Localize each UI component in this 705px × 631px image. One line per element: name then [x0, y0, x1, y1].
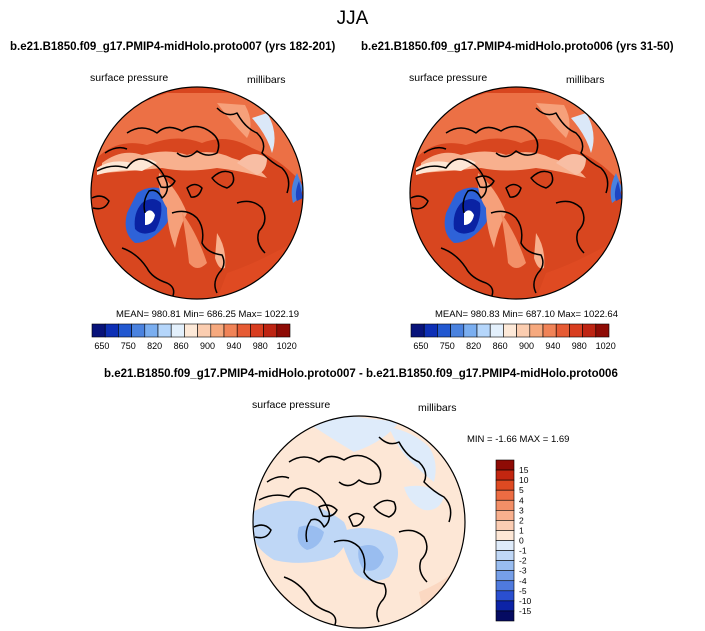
colorbar-1-swatch: [197, 323, 212, 338]
colorbar-2-tick-label: 1020: [596, 341, 616, 351]
colorbar-diff-tick-label: 2: [519, 515, 524, 525]
colorbar-1-swatch: [144, 323, 159, 338]
colorbar-diff-tick-label: -2: [519, 556, 527, 566]
colorbar-2-swatch: [555, 323, 570, 338]
colorbar-diff-swatch: [495, 489, 515, 501]
colorbar-diff-swatch: [495, 570, 515, 582]
colorbar-1-tick-label: 750: [121, 341, 136, 351]
colorbar-diff-swatch: [495, 459, 515, 471]
colorbar-1-tick-label: 650: [94, 341, 109, 351]
colorbar-2-swatch: [569, 323, 583, 338]
colorbar-2-swatch: [503, 323, 517, 338]
colorbar-diff-tick-label: 4: [519, 495, 524, 505]
panel-1-variable-label: surface pressure: [90, 72, 169, 84]
colorbar-diff-tick-label: 1: [519, 525, 524, 535]
colorbar-1-swatch: [184, 323, 198, 338]
colorbar-diff-swatch: [495, 499, 515, 511]
panel-2-stats: MEAN= 980.83 Min= 687.10 Max= 1022.64: [435, 309, 618, 320]
colorbar-1-swatch: [263, 323, 278, 338]
colorbar-diff-swatch: [495, 520, 515, 531]
colorbar-1-tick-label: 940: [226, 341, 241, 351]
colorbar-2-tick-label: 980: [572, 341, 587, 351]
colorbar-2-swatch: [437, 323, 451, 338]
colorbar-2-swatch: [529, 323, 544, 338]
diff-units-label: millibars: [418, 402, 457, 414]
colorbar-diff-tick-label: 5: [519, 485, 524, 495]
colorbar-diff-tick-label: 15: [519, 465, 529, 475]
colorbar-2-swatch: [450, 323, 465, 338]
diff-stats: MIN = -1.66 MAX = 1.69: [467, 434, 570, 445]
colorbar-1-swatch: [118, 323, 132, 338]
colorbar-1-swatch: [170, 323, 185, 338]
colorbar-diff-tick-label: -5: [519, 586, 527, 596]
colorbar-2-swatch: [463, 323, 478, 338]
map-panel-2: [409, 86, 623, 300]
colorbar-1-swatch: [104, 323, 119, 338]
colorbar-2-tick-label: 900: [519, 341, 534, 351]
panel-1-stats: MEAN= 980.81 Min= 686.25 Max= 1022.19: [116, 309, 299, 320]
colorbar-diff-swatch: [495, 610, 515, 622]
colorbar-2-tick-label: 820: [466, 341, 481, 351]
colorbar-2-swatch: [516, 323, 531, 338]
colorbar-diff-swatch: [495, 469, 515, 481]
colorbar-1-swatch: [131, 323, 146, 338]
colorbar-panel-2: 650 750 820 860 900 940 980 1020: [410, 323, 616, 351]
colorbar-diff-tick-label: 3: [519, 505, 524, 515]
diff-panel-title: b.e21.B1850.f09_g17.PMIP4-midHolo.proto0…: [104, 368, 618, 380]
colorbar-2-swatch: [476, 323, 491, 338]
colorbar-2-tick-label: 750: [440, 341, 455, 351]
colorbar-diff-tick-label: -4: [519, 576, 527, 586]
colorbar-diff-swatch: [495, 530, 515, 541]
colorbar-2-swatch: [410, 323, 425, 338]
panel-2-variable-label: surface pressure: [409, 72, 488, 84]
colorbar-1-swatch: [210, 323, 225, 338]
colorbar-diff-tick-label: -1: [519, 546, 527, 556]
colorbar-1-swatch: [276, 323, 291, 338]
colorbar-2-tick-label: 860: [493, 341, 508, 351]
colorbar-1-tick-label: 1020: [277, 341, 297, 351]
colorbar-1-swatch: [236, 323, 251, 338]
colorbar-diff-swatch: [495, 540, 515, 551]
colorbar-diff-tick-label: -3: [519, 566, 527, 576]
colorbar-diff-swatch: [495, 510, 515, 521]
colorbar-2-swatch: [542, 323, 557, 338]
colorbar-diff-tick-label: 0: [519, 536, 524, 546]
colorbar-2-swatch: [582, 323, 597, 338]
map-panel-1: [90, 86, 304, 300]
colorbar-1-tick-label: 820: [147, 341, 162, 351]
colorbar-diff-swatch: [495, 600, 515, 612]
colorbar-1-swatch: [250, 323, 264, 338]
colorbar-1-tick-label: 860: [174, 341, 189, 351]
colorbar-1-swatch: [223, 323, 238, 338]
colorbar-2-swatch: [489, 323, 504, 338]
colorbar-2-tick-label: 940: [545, 341, 560, 351]
colorbar-2-tick-label: 650: [413, 341, 428, 351]
colorbar-diff-swatch: [495, 590, 515, 602]
colorbar-diff-tick-label: -10: [519, 596, 532, 606]
colorbar-diff-swatch: [495, 560, 515, 571]
colorbar-2-swatch: [423, 323, 438, 338]
colorbar-diff-swatch: [495, 580, 515, 592]
panel-1-title: b.e21.B1850.f09_g17.PMIP4-midHolo.proto0…: [10, 41, 336, 53]
colorbar-2-swatch: [595, 323, 610, 338]
panel-2-units-label: millibars: [566, 74, 605, 86]
diff-variable-label: surface pressure: [252, 399, 331, 411]
colorbar-diff-swatch: [495, 479, 515, 491]
colorbar-1-swatch: [91, 323, 106, 338]
panel-2-title: b.e21.B1850.f09_g17.PMIP4-midHolo.proto0…: [361, 41, 674, 53]
map-diff-panel: [252, 415, 466, 629]
colorbar-diff-tick-label: 10: [519, 475, 529, 485]
colorbar-1-swatch: [157, 323, 172, 338]
panel-1-units-label: millibars: [247, 74, 286, 86]
colorbar-diff-tick-label: -15: [519, 606, 532, 616]
colorbar-panel-1: 650 750 820 860 900 940 980 1020: [91, 323, 297, 351]
colorbar-1-tick-label: 900: [200, 341, 215, 351]
season-title: JJA: [336, 8, 369, 29]
colorbar-diff-swatch: [495, 550, 515, 561]
colorbar-1-tick-label: 980: [253, 341, 268, 351]
